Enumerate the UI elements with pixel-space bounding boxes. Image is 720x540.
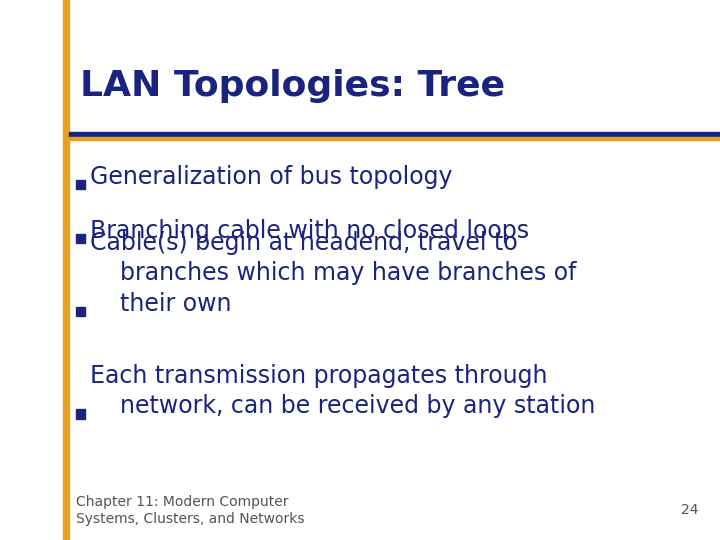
Bar <box>76 409 85 418</box>
Text: Each transmission propagates through
    network, can be received by any station: Each transmission propagates through net… <box>90 364 595 418</box>
Text: Branching cable with no closed loops: Branching cable with no closed loops <box>90 219 529 243</box>
Bar <box>76 307 85 316</box>
Bar <box>76 180 85 189</box>
Text: Chapter 11: Modern Computer
Systems, Clusters, and Networks: Chapter 11: Modern Computer Systems, Clu… <box>76 495 305 526</box>
Text: 24: 24 <box>681 503 698 517</box>
Text: Generalization of bus topology: Generalization of bus topology <box>90 165 452 189</box>
Bar <box>76 234 85 243</box>
Bar <box>69 137 720 140</box>
Text: Cable(s) begin at headend, travel to
    branches which may have branches of
   : Cable(s) begin at headend, travel to bra… <box>90 231 577 316</box>
Text: LAN Topologies: Tree: LAN Topologies: Tree <box>80 70 505 103</box>
Bar <box>63 0 69 540</box>
Bar <box>69 132 720 137</box>
